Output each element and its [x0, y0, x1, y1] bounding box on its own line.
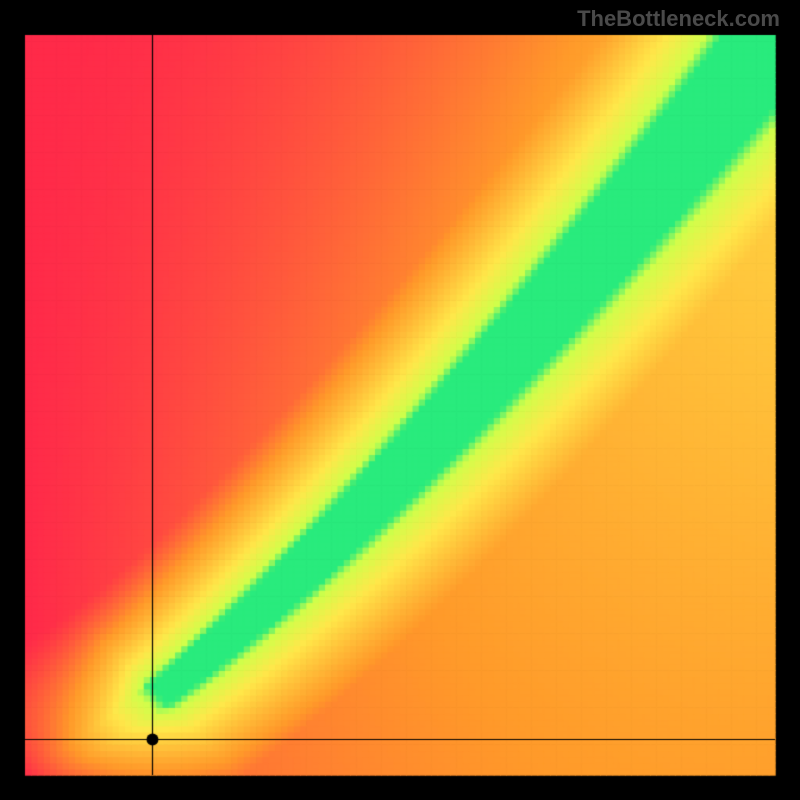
watermark-text: TheBottleneck.com [577, 6, 780, 32]
chart-container: TheBottleneck.com [0, 0, 800, 800]
bottleneck-heatmap [0, 0, 800, 800]
